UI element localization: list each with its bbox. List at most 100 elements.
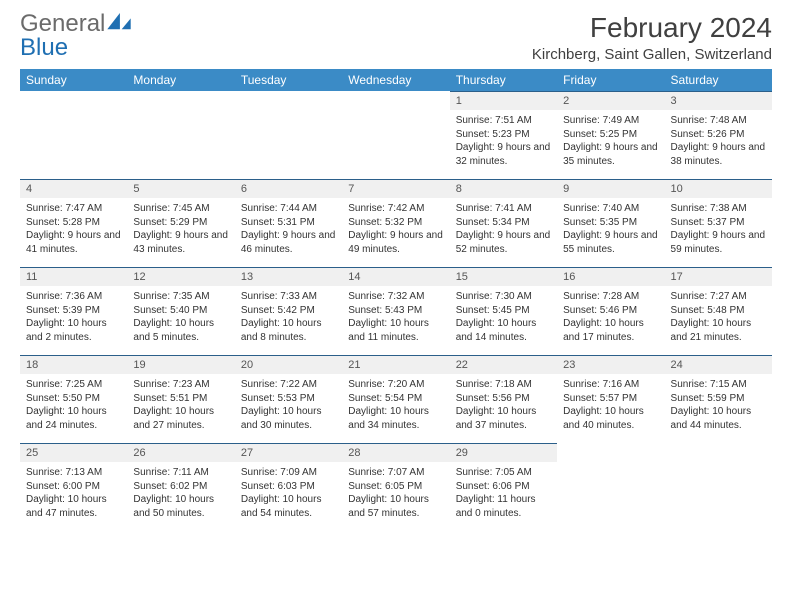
day-details: Sunrise: 7:51 AMSunset: 5:23 PMDaylight:… bbox=[450, 110, 557, 174]
sunrise-text: Sunrise: 7:47 AM bbox=[26, 202, 121, 216]
weekday-header: Saturday bbox=[665, 69, 772, 91]
day-number: 22 bbox=[450, 355, 557, 374]
sunrise-text: Sunrise: 7:25 AM bbox=[26, 378, 121, 392]
day-number: 16 bbox=[557, 267, 664, 286]
calendar-week: 4Sunrise: 7:47 AMSunset: 5:28 PMDaylight… bbox=[20, 179, 772, 267]
calendar-day bbox=[20, 91, 127, 179]
daylight-text: Daylight: 10 hours and 30 minutes. bbox=[241, 405, 336, 432]
daylight-text: Daylight: 10 hours and 24 minutes. bbox=[26, 405, 121, 432]
day-details: Sunrise: 7:36 AMSunset: 5:39 PMDaylight:… bbox=[20, 286, 127, 350]
daylight-text: Daylight: 9 hours and 32 minutes. bbox=[456, 141, 551, 168]
day-details: Sunrise: 7:09 AMSunset: 6:03 PMDaylight:… bbox=[235, 462, 342, 526]
sunrise-text: Sunrise: 7:44 AM bbox=[241, 202, 336, 216]
calendar-week: 25Sunrise: 7:13 AMSunset: 6:00 PMDayligh… bbox=[20, 443, 772, 531]
sunset-text: Sunset: 6:05 PM bbox=[348, 480, 443, 494]
calendar-day: 4Sunrise: 7:47 AMSunset: 5:28 PMDaylight… bbox=[20, 179, 127, 267]
sunset-text: Sunset: 5:31 PM bbox=[241, 216, 336, 230]
daylight-text: Daylight: 10 hours and 27 minutes. bbox=[133, 405, 228, 432]
calendar-day: 23Sunrise: 7:16 AMSunset: 5:57 PMDayligh… bbox=[557, 355, 664, 443]
sunset-text: Sunset: 5:32 PM bbox=[348, 216, 443, 230]
daylight-text: Daylight: 10 hours and 5 minutes. bbox=[133, 317, 228, 344]
sunset-text: Sunset: 5:57 PM bbox=[563, 392, 658, 406]
day-number: 6 bbox=[235, 179, 342, 198]
day-number: 21 bbox=[342, 355, 449, 374]
calendar-day: 9Sunrise: 7:40 AMSunset: 5:35 PMDaylight… bbox=[557, 179, 664, 267]
day-details: Sunrise: 7:30 AMSunset: 5:45 PMDaylight:… bbox=[450, 286, 557, 350]
daylight-text: Daylight: 10 hours and 37 minutes. bbox=[456, 405, 551, 432]
day-number: 24 bbox=[665, 355, 772, 374]
sunset-text: Sunset: 5:34 PM bbox=[456, 216, 551, 230]
brand-part2: Blue bbox=[20, 34, 68, 61]
calendar-day bbox=[342, 91, 449, 179]
calendar-day: 15Sunrise: 7:30 AMSunset: 5:45 PMDayligh… bbox=[450, 267, 557, 355]
day-number: 28 bbox=[342, 443, 449, 462]
daylight-text: Daylight: 9 hours and 55 minutes. bbox=[563, 229, 658, 256]
calendar-day bbox=[235, 91, 342, 179]
calendar-day: 2Sunrise: 7:49 AMSunset: 5:25 PMDaylight… bbox=[557, 91, 664, 179]
calendar-day bbox=[127, 91, 234, 179]
sunset-text: Sunset: 5:59 PM bbox=[671, 392, 766, 406]
day-number: 12 bbox=[127, 267, 234, 286]
day-details: Sunrise: 7:13 AMSunset: 6:00 PMDaylight:… bbox=[20, 462, 127, 526]
calendar-day: 14Sunrise: 7:32 AMSunset: 5:43 PMDayligh… bbox=[342, 267, 449, 355]
calendar-day: 17Sunrise: 7:27 AMSunset: 5:48 PMDayligh… bbox=[665, 267, 772, 355]
calendar-day: 11Sunrise: 7:36 AMSunset: 5:39 PMDayligh… bbox=[20, 267, 127, 355]
day-details: Sunrise: 7:40 AMSunset: 5:35 PMDaylight:… bbox=[557, 198, 664, 262]
weekday-header: Tuesday bbox=[235, 69, 342, 91]
sunset-text: Sunset: 6:03 PM bbox=[241, 480, 336, 494]
day-details: Sunrise: 7:41 AMSunset: 5:34 PMDaylight:… bbox=[450, 198, 557, 262]
weekday-header: Friday bbox=[557, 69, 664, 91]
sunset-text: Sunset: 5:28 PM bbox=[26, 216, 121, 230]
sunset-text: Sunset: 6:06 PM bbox=[456, 480, 551, 494]
daylight-text: Daylight: 10 hours and 57 minutes. bbox=[348, 493, 443, 520]
calendar-day bbox=[557, 443, 664, 531]
sunset-text: Sunset: 5:25 PM bbox=[563, 128, 658, 142]
day-details: Sunrise: 7:25 AMSunset: 5:50 PMDaylight:… bbox=[20, 374, 127, 438]
daylight-text: Daylight: 10 hours and 21 minutes. bbox=[671, 317, 766, 344]
calendar-day: 8Sunrise: 7:41 AMSunset: 5:34 PMDaylight… bbox=[450, 179, 557, 267]
day-details: Sunrise: 7:49 AMSunset: 5:25 PMDaylight:… bbox=[557, 110, 664, 174]
day-details: Sunrise: 7:35 AMSunset: 5:40 PMDaylight:… bbox=[127, 286, 234, 350]
sunrise-text: Sunrise: 7:09 AM bbox=[241, 466, 336, 480]
calendar-day: 7Sunrise: 7:42 AMSunset: 5:32 PMDaylight… bbox=[342, 179, 449, 267]
logo-sail-icon bbox=[107, 12, 131, 36]
day-details: Sunrise: 7:32 AMSunset: 5:43 PMDaylight:… bbox=[342, 286, 449, 350]
daylight-text: Daylight: 10 hours and 54 minutes. bbox=[241, 493, 336, 520]
day-details: Sunrise: 7:28 AMSunset: 5:46 PMDaylight:… bbox=[557, 286, 664, 350]
sunset-text: Sunset: 5:43 PM bbox=[348, 304, 443, 318]
sunrise-text: Sunrise: 7:15 AM bbox=[671, 378, 766, 392]
calendar-day: 28Sunrise: 7:07 AMSunset: 6:05 PMDayligh… bbox=[342, 443, 449, 531]
month-title: February 2024 bbox=[532, 12, 772, 44]
weekday-header: Monday bbox=[127, 69, 234, 91]
day-details: Sunrise: 7:42 AMSunset: 5:32 PMDaylight:… bbox=[342, 198, 449, 262]
day-details: Sunrise: 7:47 AMSunset: 5:28 PMDaylight:… bbox=[20, 198, 127, 262]
sunrise-text: Sunrise: 7:42 AM bbox=[348, 202, 443, 216]
daylight-text: Daylight: 10 hours and 50 minutes. bbox=[133, 493, 228, 520]
sunrise-text: Sunrise: 7:36 AM bbox=[26, 290, 121, 304]
calendar-day: 16Sunrise: 7:28 AMSunset: 5:46 PMDayligh… bbox=[557, 267, 664, 355]
day-details: Sunrise: 7:44 AMSunset: 5:31 PMDaylight:… bbox=[235, 198, 342, 262]
weekday-header-row: Sunday Monday Tuesday Wednesday Thursday… bbox=[20, 69, 772, 91]
sunrise-text: Sunrise: 7:16 AM bbox=[563, 378, 658, 392]
day-details: Sunrise: 7:38 AMSunset: 5:37 PMDaylight:… bbox=[665, 198, 772, 262]
daylight-text: Daylight: 9 hours and 43 minutes. bbox=[133, 229, 228, 256]
weekday-header: Wednesday bbox=[342, 69, 449, 91]
calendar-day: 22Sunrise: 7:18 AMSunset: 5:56 PMDayligh… bbox=[450, 355, 557, 443]
day-details: Sunrise: 7:18 AMSunset: 5:56 PMDaylight:… bbox=[450, 374, 557, 438]
day-number: 3 bbox=[665, 91, 772, 110]
sunset-text: Sunset: 5:46 PM bbox=[563, 304, 658, 318]
sunset-text: Sunset: 5:40 PM bbox=[133, 304, 228, 318]
daylight-text: Daylight: 10 hours and 14 minutes. bbox=[456, 317, 551, 344]
daylight-text: Daylight: 9 hours and 59 minutes. bbox=[671, 229, 766, 256]
brand-part1: General bbox=[20, 10, 105, 37]
sunrise-text: Sunrise: 7:41 AM bbox=[456, 202, 551, 216]
day-number: 20 bbox=[235, 355, 342, 374]
calendar-day: 26Sunrise: 7:11 AMSunset: 6:02 PMDayligh… bbox=[127, 443, 234, 531]
calendar-day: 5Sunrise: 7:45 AMSunset: 5:29 PMDaylight… bbox=[127, 179, 234, 267]
sunrise-text: Sunrise: 7:48 AM bbox=[671, 114, 766, 128]
day-number: 1 bbox=[450, 91, 557, 110]
day-number: 7 bbox=[342, 179, 449, 198]
daylight-text: Daylight: 11 hours and 0 minutes. bbox=[456, 493, 551, 520]
location: Kirchberg, Saint Gallen, Switzerland bbox=[532, 46, 772, 63]
calendar-week: 18Sunrise: 7:25 AMSunset: 5:50 PMDayligh… bbox=[20, 355, 772, 443]
